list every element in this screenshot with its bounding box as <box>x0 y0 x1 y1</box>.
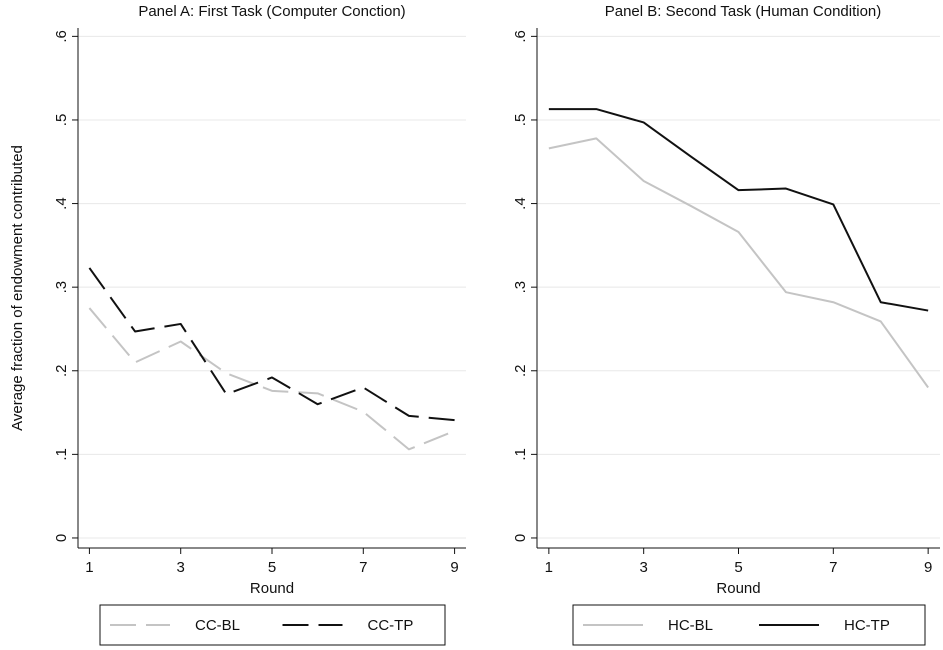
y-tick-label: .4 <box>512 197 529 210</box>
y-tick-label: .3 <box>53 281 70 294</box>
y-tick-label: .2 <box>53 365 70 378</box>
y-tick-label: .5 <box>512 114 529 127</box>
legend-label: CC-BL <box>195 617 240 634</box>
x-tick-label: 1 <box>545 559 553 576</box>
y-tick-label: .6 <box>53 30 70 43</box>
x-tick-label: 3 <box>177 559 185 576</box>
legend-label: HC-BL <box>668 617 713 634</box>
x-tick-label: 9 <box>450 559 458 576</box>
panel-title: Panel A: First Task (Computer Conction) <box>138 3 405 20</box>
x-axis-title: Round <box>716 580 760 597</box>
y-tick-label: .6 <box>512 30 529 43</box>
y-tick-label: 0 <box>53 534 70 542</box>
series-line <box>88 307 455 451</box>
y-tick-label: .3 <box>512 281 529 294</box>
y-tick-label: .1 <box>512 448 529 461</box>
y-tick-label: .4 <box>53 197 70 210</box>
x-tick-label: 5 <box>268 559 276 576</box>
series-line <box>548 108 929 312</box>
legend-label: HC-TP <box>844 617 890 634</box>
x-tick-label: 7 <box>829 559 837 576</box>
y-tick-label: .5 <box>53 114 70 127</box>
x-tick-label: 7 <box>359 559 367 576</box>
y-tick-label: .1 <box>53 448 70 461</box>
x-axis-title: Round <box>250 580 294 597</box>
legend-label: CC-TP <box>368 617 414 634</box>
y-tick-label: .2 <box>512 365 529 378</box>
x-tick-label: 3 <box>640 559 648 576</box>
y-tick-label: 0 <box>512 534 529 542</box>
series-line <box>548 137 929 389</box>
series-line <box>88 267 455 422</box>
x-tick-label: 5 <box>734 559 742 576</box>
panel-title: Panel B: Second Task (Human Condition) <box>605 3 882 20</box>
y-axis-title: Average fraction of endowment contribute… <box>9 145 26 431</box>
x-tick-label: 9 <box>924 559 932 576</box>
x-tick-label: 1 <box>85 559 93 576</box>
